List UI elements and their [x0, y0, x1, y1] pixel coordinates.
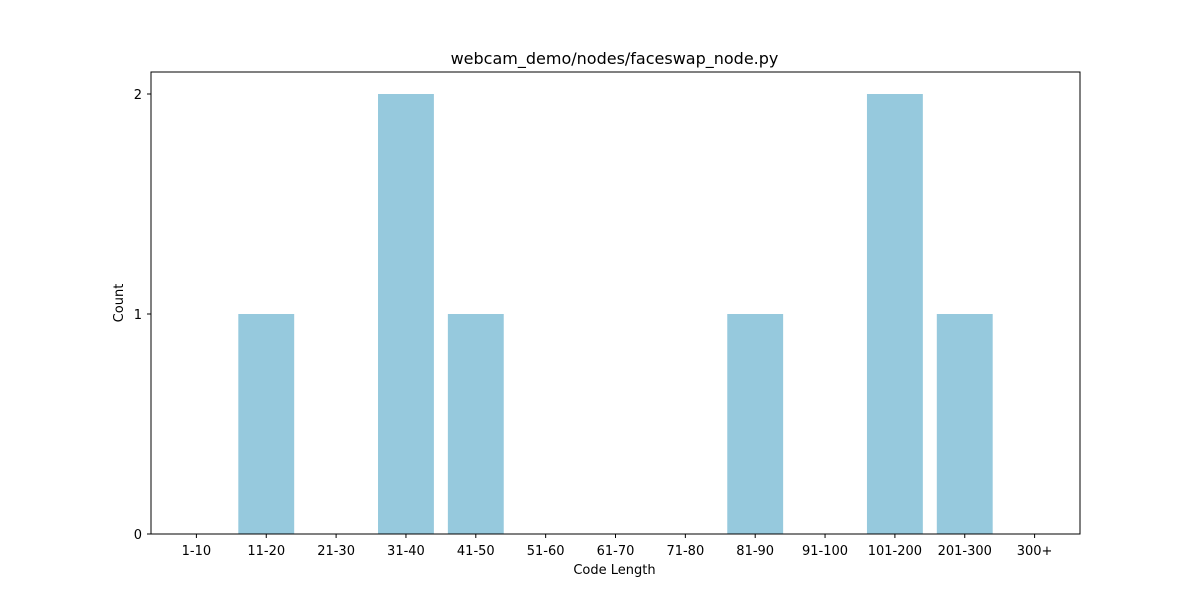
- bar-41-50: [447, 314, 504, 534]
- x-tick-label: 41-50: [457, 544, 495, 559]
- x-tick-label: 201-300: [938, 544, 992, 559]
- x-axis-ticks: 1-10 11-20 21-30 31-40 41-50 51-60 61-70 71-80 8…: [182, 534, 1053, 559]
- x-tick-label: 11-20: [247, 544, 285, 559]
- chart-title: webcam_demo/nodes/faceswap_node.py: [451, 49, 779, 69]
- x-tick-label: 51-60: [527, 544, 565, 559]
- x-tick-label: 61-70: [597, 544, 635, 559]
- bar-31-40: [378, 94, 434, 534]
- y-axis-ticks: 0 1 2: [134, 88, 151, 543]
- y-tick-label: 0: [134, 528, 142, 543]
- x-tick-label: 81-90: [736, 544, 774, 559]
- y-tick-label: 2: [134, 88, 142, 103]
- x-tick-label: 31-40: [387, 544, 425, 559]
- bar-201-300: [936, 314, 993, 534]
- x-tick-label: 91-100: [802, 544, 848, 559]
- x-tick-label: 101-200: [868, 544, 922, 559]
- y-tick-label: 1: [134, 308, 142, 323]
- x-tick-label: 1-10: [182, 544, 212, 559]
- plot-frame: [150, 71, 1081, 535]
- x-tick-label: 21-30: [317, 544, 355, 559]
- x-tick-label: 300+: [1017, 544, 1053, 559]
- x-axis-label: Code Length: [573, 563, 655, 578]
- y-axis-label: Count: [112, 284, 127, 323]
- bars-group: [238, 94, 993, 534]
- x-tick-label: 71-80: [666, 544, 704, 559]
- bar-101-200: [866, 94, 923, 534]
- bar-11-20: [238, 314, 295, 534]
- bar-81-90: [727, 314, 784, 534]
